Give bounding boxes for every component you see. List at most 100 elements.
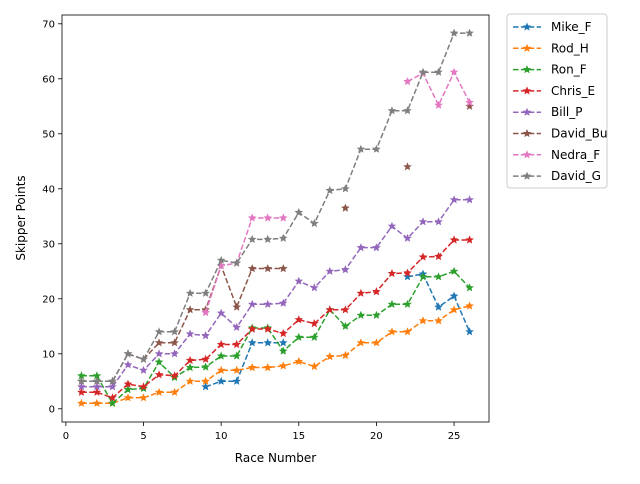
legend-label: Bill_P [551,105,582,119]
data-point-Nedra_F [434,100,443,109]
data-point-Chris_E [403,268,412,277]
series-line-Bill_P [81,199,470,388]
legend-label: Chris_E [551,84,595,98]
data-point-Mike_F [247,338,257,347]
data-point-Nedra_F [247,213,257,222]
data-point-Bill_P [341,265,350,274]
data-point-Nedra_F [263,213,272,222]
data-point-Rod_H [185,376,195,385]
data-point-Bill_P [465,195,474,204]
legend: Mike_F Rod_H Ron_F Chris_E Bill_P David_Bu Ned… [506,13,608,189]
data-point-David_G [279,233,288,242]
data-point-Ron_F [449,266,459,275]
y-tick-label: 10 [42,349,55,360]
data-point-Ron_F [185,363,195,372]
data-point-Bill_P [434,217,443,226]
data-point-David_G [387,106,397,115]
legend-label: Nedra_F [551,148,600,162]
data-point-Mike_F [434,302,443,311]
x-axis-label: Race Number [235,451,316,465]
data-point-David_G [232,258,241,267]
data-point-Ron_F [387,299,397,308]
data-point-Rod_H [279,361,288,370]
data-point-David_G [403,106,412,115]
data-point-David_G [123,349,133,358]
data-point-Chris_E [92,387,102,396]
data-point-Rod_H [310,361,319,371]
data-point-David_G [434,67,443,76]
data-point-Chris_E [387,269,397,278]
data-point-Chris_E [465,235,474,244]
data-point-Ron_F [279,346,288,355]
legend-marker [522,107,532,116]
data-point-David_Bu [154,338,164,347]
data-point-Rod_H [216,365,226,374]
data-point-Bill_P [123,360,133,369]
data-point-Bill_P [403,233,412,242]
x-tick-label: 0 [63,431,69,442]
series-line-Ron_F [81,270,471,405]
x-tick-label: 15 [292,431,305,442]
legend-marker [522,150,532,159]
data-point-Rod_H [465,301,474,310]
data-point-Rod_H [123,393,133,402]
data-point-Chris_E [154,370,164,379]
data-point-Bill_P [325,266,335,275]
data-point-Rod_H [170,387,179,396]
data-point-Bill_P [449,195,459,204]
data-point-Nedra_F [216,261,226,270]
data-point-Bill_P [216,308,226,317]
data-point-David_G [154,327,164,336]
data-point-David_G [310,218,319,228]
data-point-David_G [216,255,226,264]
data-point-Ron_F [123,385,133,394]
data-point-Nedra_F [449,67,459,76]
data-point-David_Bu [279,264,288,273]
data-point-Bill_P [170,349,179,358]
data-point-Rod_H [356,338,366,347]
data-point-Bill_P [247,299,257,308]
data-point-Bill_P [77,382,86,391]
y-tick-label: 70 [42,19,55,30]
data-point-Bill_P [92,382,102,391]
series-line-Nedra_F [204,217,284,313]
data-point-David_G [341,184,350,193]
data-point-Rod_H [449,305,459,314]
data-point-Rod_H [201,376,210,385]
data-point-David_G [418,67,428,76]
data-point-David_Bu [341,203,350,212]
data-point-Chris_E [108,393,117,402]
data-point-Rod_H [403,327,412,336]
data-point-Bill_P [418,217,428,226]
data-point-Chris_E [418,252,428,261]
data-point-Rod_H [92,398,102,407]
legend-marker [522,129,532,138]
data-point-Bill_P [387,221,397,230]
x-tick-label: 25 [448,431,461,442]
data-point-Chris_E [310,319,319,328]
data-point-Mike_F [232,376,241,385]
series-line-Nedra_F [407,70,471,107]
data-point-David_Bu [185,305,195,314]
legend-marker [522,22,532,31]
x-axis: 0 5 10 15 20 25 [63,422,461,442]
data-point-Ron_F [310,332,319,341]
data-point-Bill_P [356,243,366,252]
legend-frame [506,13,608,189]
data-point-Nedra_F [465,97,474,107]
data-point-Chris_E [434,252,443,261]
legend-marker [522,86,532,95]
data-point-Mike_F [201,382,210,391]
legend-label: David_Bu [551,127,607,141]
data-point-Ron_F [232,351,241,360]
data-point-Rod_H [232,365,241,374]
x-tick-label: 5 [140,431,146,442]
data-point-Chris_E [77,387,86,396]
data-point-Mike_F [403,272,412,281]
data-point-Chris_E [356,288,366,297]
axes-frame [61,14,490,423]
data-point-Rod_H [341,350,350,360]
data-point-David_G [263,234,272,243]
y-axis-label: Skipper Points [14,175,28,260]
data-point-David_G [247,234,257,243]
